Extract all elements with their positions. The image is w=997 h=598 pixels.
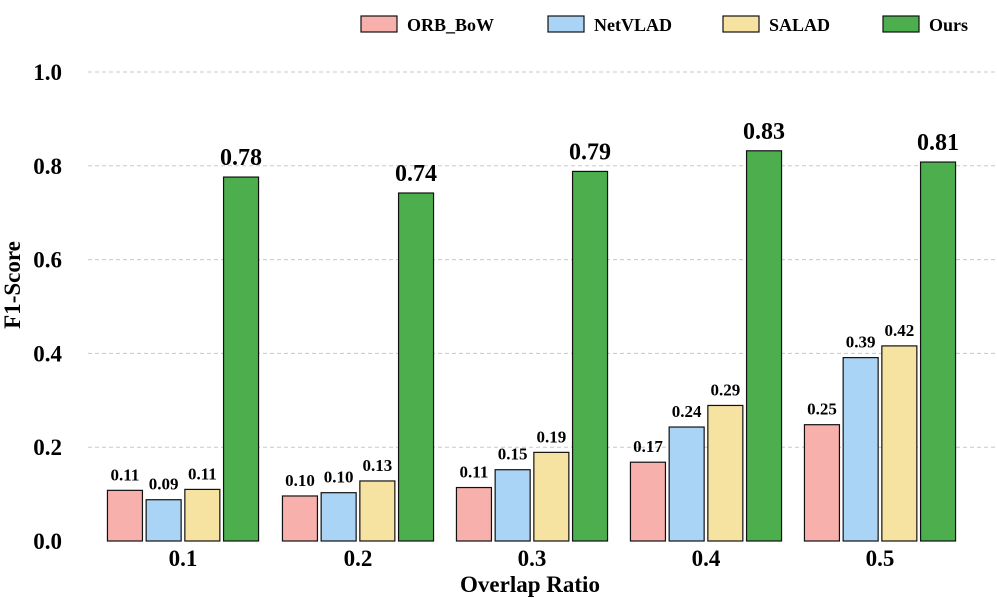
bar-salad (533, 451, 570, 542)
bar-netvlad (145, 499, 182, 542)
bar-orb-bow (455, 486, 493, 542)
legend-label: ORB_BoW (407, 15, 494, 35)
bar-netvlad (320, 492, 357, 542)
bar-ours (397, 192, 435, 542)
data-label: 0.42 (884, 321, 914, 340)
legend-item: Ours (882, 15, 968, 35)
data-label: 0.13 (362, 456, 392, 475)
data-labels: 0.11 0.09 0.11 0.78 0.10 0.10 0.13 0.74 0.11 0.15… (111, 119, 960, 494)
x-axis-label: Overlap Ratio (460, 572, 600, 597)
legend-item: ORB_BoW (360, 15, 494, 35)
data-label: 0.78 (220, 145, 262, 171)
data-label: 0.79 (569, 139, 611, 165)
bars (106, 150, 957, 542)
data-label: 0.29 (710, 380, 740, 399)
x-axis-ticks: 0.1 0.2 0.3 0.4 0.5 (169, 546, 895, 571)
legend-swatch (722, 15, 760, 33)
legend-item: NetVLAD (547, 15, 672, 35)
bar-ours (745, 150, 783, 542)
data-label: 0.11 (188, 464, 217, 483)
legend-swatch (360, 15, 398, 33)
bar-orb-bow (106, 489, 144, 542)
bar-salad (184, 488, 221, 542)
data-label: 0.11 (460, 463, 489, 482)
data-label: 0.25 (807, 400, 837, 419)
legend: ORB_BoW NetVLAD SALAD Ours (360, 15, 968, 35)
data-label: 0.09 (149, 475, 179, 494)
bar-salad (881, 345, 918, 542)
y-tick-label: 0.0 (33, 529, 62, 554)
x-tick-label: 0.1 (169, 546, 198, 571)
legend-swatch (882, 15, 920, 33)
x-tick-label: 0.5 (866, 546, 895, 571)
y-axis-label: F1-Score (0, 241, 25, 329)
x-tick-label: 0.3 (518, 546, 547, 571)
data-label: 0.74 (395, 161, 437, 187)
data-label: 0.17 (633, 437, 663, 456)
legend-label: Ours (929, 15, 968, 35)
y-tick-label: 0.2 (33, 435, 62, 460)
data-label: 0.11 (111, 465, 140, 484)
data-label: 0.19 (536, 427, 566, 446)
legend-swatch (547, 15, 585, 33)
bar-netvlad (842, 357, 879, 542)
bar-salad (359, 480, 396, 542)
bar-salad (707, 404, 744, 542)
bar-orb-bow (629, 461, 667, 542)
y-tick-label: 0.8 (33, 154, 62, 179)
data-label: 0.24 (672, 402, 702, 421)
data-label: 0.83 (743, 119, 785, 145)
bar-ours (571, 170, 609, 542)
y-tick-label: 0.4 (33, 341, 62, 366)
y-tick-label: 1.0 (33, 60, 62, 85)
legend-item: SALAD (722, 15, 830, 35)
bar-orb-bow (803, 424, 841, 542)
y-axis-ticks: 0.0 0.2 0.4 0.6 0.8 1.0 (33, 60, 62, 554)
legend-label: NetVLAD (594, 15, 672, 35)
bar-ours (919, 161, 957, 542)
bar-netvlad (494, 469, 531, 542)
legend-label: SALAD (769, 15, 830, 35)
x-tick-label: 0.2 (344, 546, 373, 571)
x-tick-label: 0.4 (692, 546, 721, 571)
y-tick-label: 0.6 (33, 248, 62, 273)
bar-ours (222, 176, 260, 542)
data-label: 0.81 (917, 130, 959, 156)
data-label: 0.39 (846, 333, 876, 352)
data-label: 0.10 (324, 468, 354, 487)
data-label: 0.10 (285, 471, 315, 490)
bar-orb-bow (281, 495, 319, 542)
bar-netvlad (668, 426, 705, 542)
data-label: 0.15 (498, 445, 528, 464)
